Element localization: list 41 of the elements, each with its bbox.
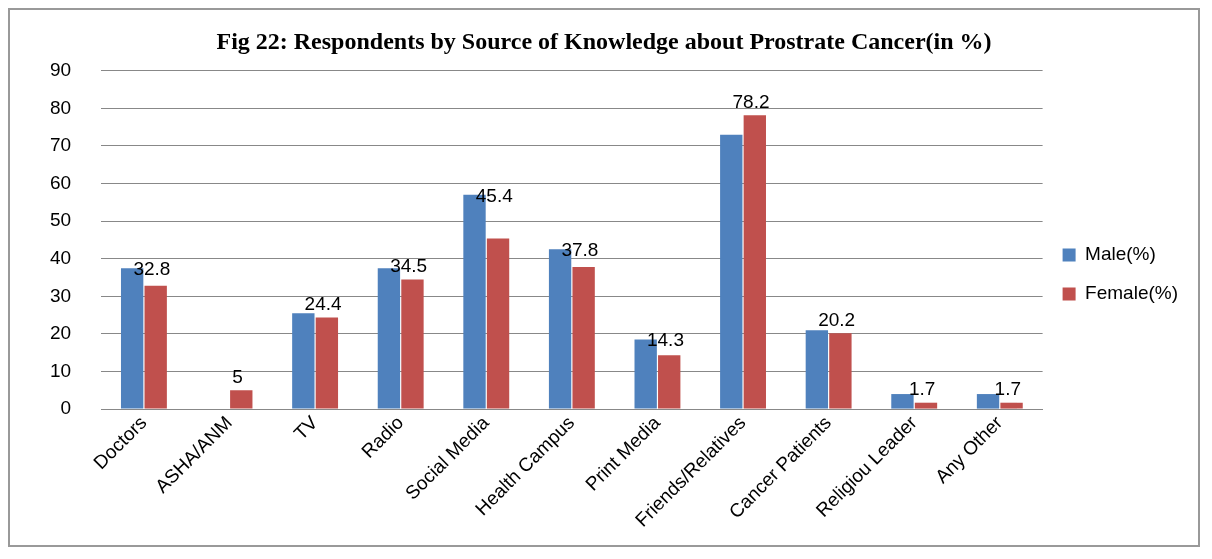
y-tick-label: 60 [49,171,72,193]
y-tick-label: 0 [60,397,72,419]
y-tick-label: 80 [49,96,72,118]
bar [292,313,315,409]
y-tick-label: 30 [49,284,72,306]
bar [144,285,167,409]
data-label: 34.5 [390,255,428,277]
y-tick-label: 20 [49,322,72,344]
legend-label: Male(%) [1085,243,1156,265]
x-tick-label: TV [289,411,322,444]
bar [1000,402,1023,409]
bar [401,279,424,409]
bar [829,333,852,409]
data-label: 1.7 [994,378,1022,400]
bar [572,267,595,409]
bar [743,115,766,409]
data-label: 24.4 [304,293,343,315]
y-tick-label: 50 [49,209,72,231]
bar [230,390,253,409]
data-label: 5 [232,366,243,388]
data-label: 78.2 [732,90,770,112]
bar [976,394,1000,409]
legend-label: Female(%) [1085,282,1178,304]
bar [720,134,743,409]
y-tick-label: 40 [49,246,72,268]
data-label: 37.8 [561,239,599,261]
data-label: 20.2 [818,308,856,330]
bar [805,330,829,409]
bar [486,238,510,409]
bar [315,317,339,409]
y-tick-label: 90 [49,59,72,81]
data-label: 1.7 [909,378,936,400]
y-tick-label: 70 [49,134,72,156]
data-label: 45.4 [475,184,514,206]
bar [658,355,681,409]
bar [914,402,938,409]
chart-title: Fig 22: Respondents by Source of Knowledge about Prostrate Cancer(in %) [216,27,992,54]
data-label: 14.3 [646,329,684,351]
bar [891,394,914,409]
y-tick-label: 10 [49,359,72,381]
data-label: 32.8 [133,257,171,279]
